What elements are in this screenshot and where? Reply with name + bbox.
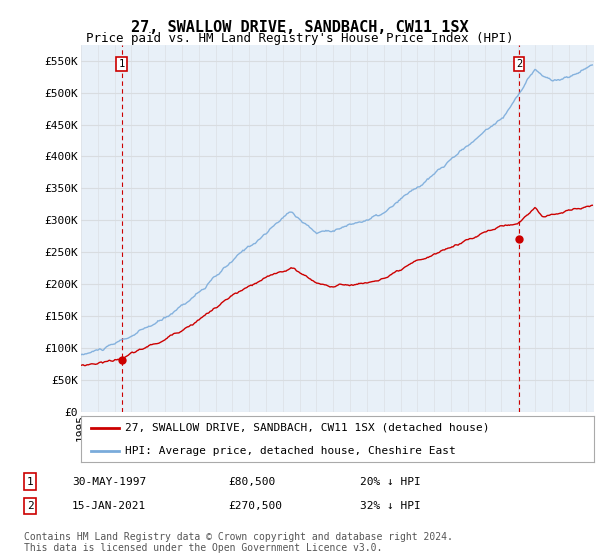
Text: Contains HM Land Registry data © Crown copyright and database right 2024.
This d: Contains HM Land Registry data © Crown c… — [24, 531, 453, 553]
Text: 27, SWALLOW DRIVE, SANDBACH, CW11 1SX: 27, SWALLOW DRIVE, SANDBACH, CW11 1SX — [131, 20, 469, 35]
Text: 1: 1 — [26, 477, 34, 487]
Text: £270,500: £270,500 — [228, 501, 282, 511]
Text: 15-JAN-2021: 15-JAN-2021 — [72, 501, 146, 511]
Text: Price paid vs. HM Land Registry's House Price Index (HPI): Price paid vs. HM Land Registry's House … — [86, 32, 514, 45]
Text: HPI: Average price, detached house, Cheshire East: HPI: Average price, detached house, Ches… — [125, 446, 455, 455]
Text: 27, SWALLOW DRIVE, SANDBACH, CW11 1SX (detached house): 27, SWALLOW DRIVE, SANDBACH, CW11 1SX (d… — [125, 423, 489, 432]
Text: 20% ↓ HPI: 20% ↓ HPI — [360, 477, 421, 487]
Text: 2: 2 — [516, 59, 522, 69]
Text: £80,500: £80,500 — [228, 477, 275, 487]
Text: 30-MAY-1997: 30-MAY-1997 — [72, 477, 146, 487]
Text: 2: 2 — [26, 501, 34, 511]
Text: 32% ↓ HPI: 32% ↓ HPI — [360, 501, 421, 511]
Text: 1: 1 — [118, 59, 125, 69]
